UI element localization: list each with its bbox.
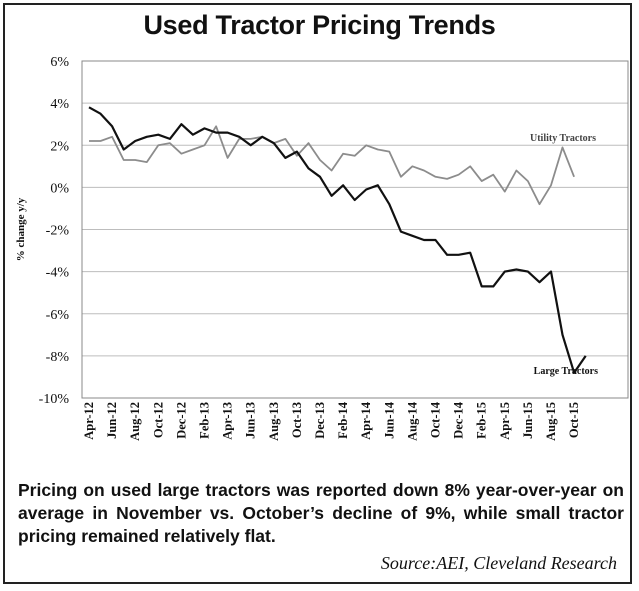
x-tick-label: Oct-15 xyxy=(567,402,581,438)
x-tick-label: Jun-15 xyxy=(521,402,535,439)
chart-title: Used Tractor Pricing Trends xyxy=(143,10,496,40)
x-tick-label: Feb-15 xyxy=(475,402,489,439)
x-tick-label: Aug-14 xyxy=(405,401,419,441)
x-tick-label: Aug-15 xyxy=(544,402,558,441)
x-tick-label: Apr-13 xyxy=(221,402,235,440)
y-tick-label: 2% xyxy=(50,139,69,154)
y-tick-label: -4% xyxy=(46,266,70,281)
y-tick-label: -2% xyxy=(46,224,70,239)
large-tractors-label: Large Tractors xyxy=(534,366,598,377)
x-tick-label: Dec-12 xyxy=(174,402,188,439)
utility-tractors-line xyxy=(89,125,575,206)
x-tick-label: Oct-14 xyxy=(429,401,443,438)
y-tick-label: 4% xyxy=(50,97,69,112)
x-tick-label: Jun-12 xyxy=(105,402,119,439)
x-tick-label: Aug-13 xyxy=(267,402,281,441)
x-tick-label: Feb-13 xyxy=(198,402,212,439)
y-tick-label: -8% xyxy=(46,350,70,365)
x-tick-label: Aug-12 xyxy=(128,402,142,441)
x-tick-label: Oct-12 xyxy=(151,402,165,438)
plot-area-border xyxy=(81,60,629,399)
y-tick-label: -6% xyxy=(46,308,70,323)
source-note: Source:AEI, Cleveland Research xyxy=(380,553,617,573)
y-tick-label: 0% xyxy=(50,181,69,196)
line-chart: 6% 4% 2% 0% -2% -4% -6% -8% -10% Apr-12 Jun-12 Aug-… xyxy=(15,55,629,441)
x-tick-label: Apr-14 xyxy=(359,401,373,439)
x-tick-label: Jun-14 xyxy=(382,401,396,439)
y-axis-title: % change y/y xyxy=(15,197,27,261)
utility-tractors-label: Utility Tractors xyxy=(530,133,596,144)
chart-frame xyxy=(3,3,632,584)
x-tick-label: Apr-12 xyxy=(82,402,96,440)
x-tick-label: Jun-13 xyxy=(244,402,258,439)
x-tick-label: Dec-14 xyxy=(452,401,466,439)
x-tick-label: Dec-13 xyxy=(313,402,327,439)
y-tick-label: 6% xyxy=(50,55,69,70)
x-tick-label: Oct-13 xyxy=(290,402,304,438)
x-tick-label: Feb-14 xyxy=(336,401,350,439)
x-tick-label: Apr-15 xyxy=(498,402,512,440)
chart-caption: Pricing on used large tractors was repor… xyxy=(18,480,624,546)
y-tick-label: -10% xyxy=(39,392,70,407)
large-tractors-line xyxy=(88,106,587,374)
